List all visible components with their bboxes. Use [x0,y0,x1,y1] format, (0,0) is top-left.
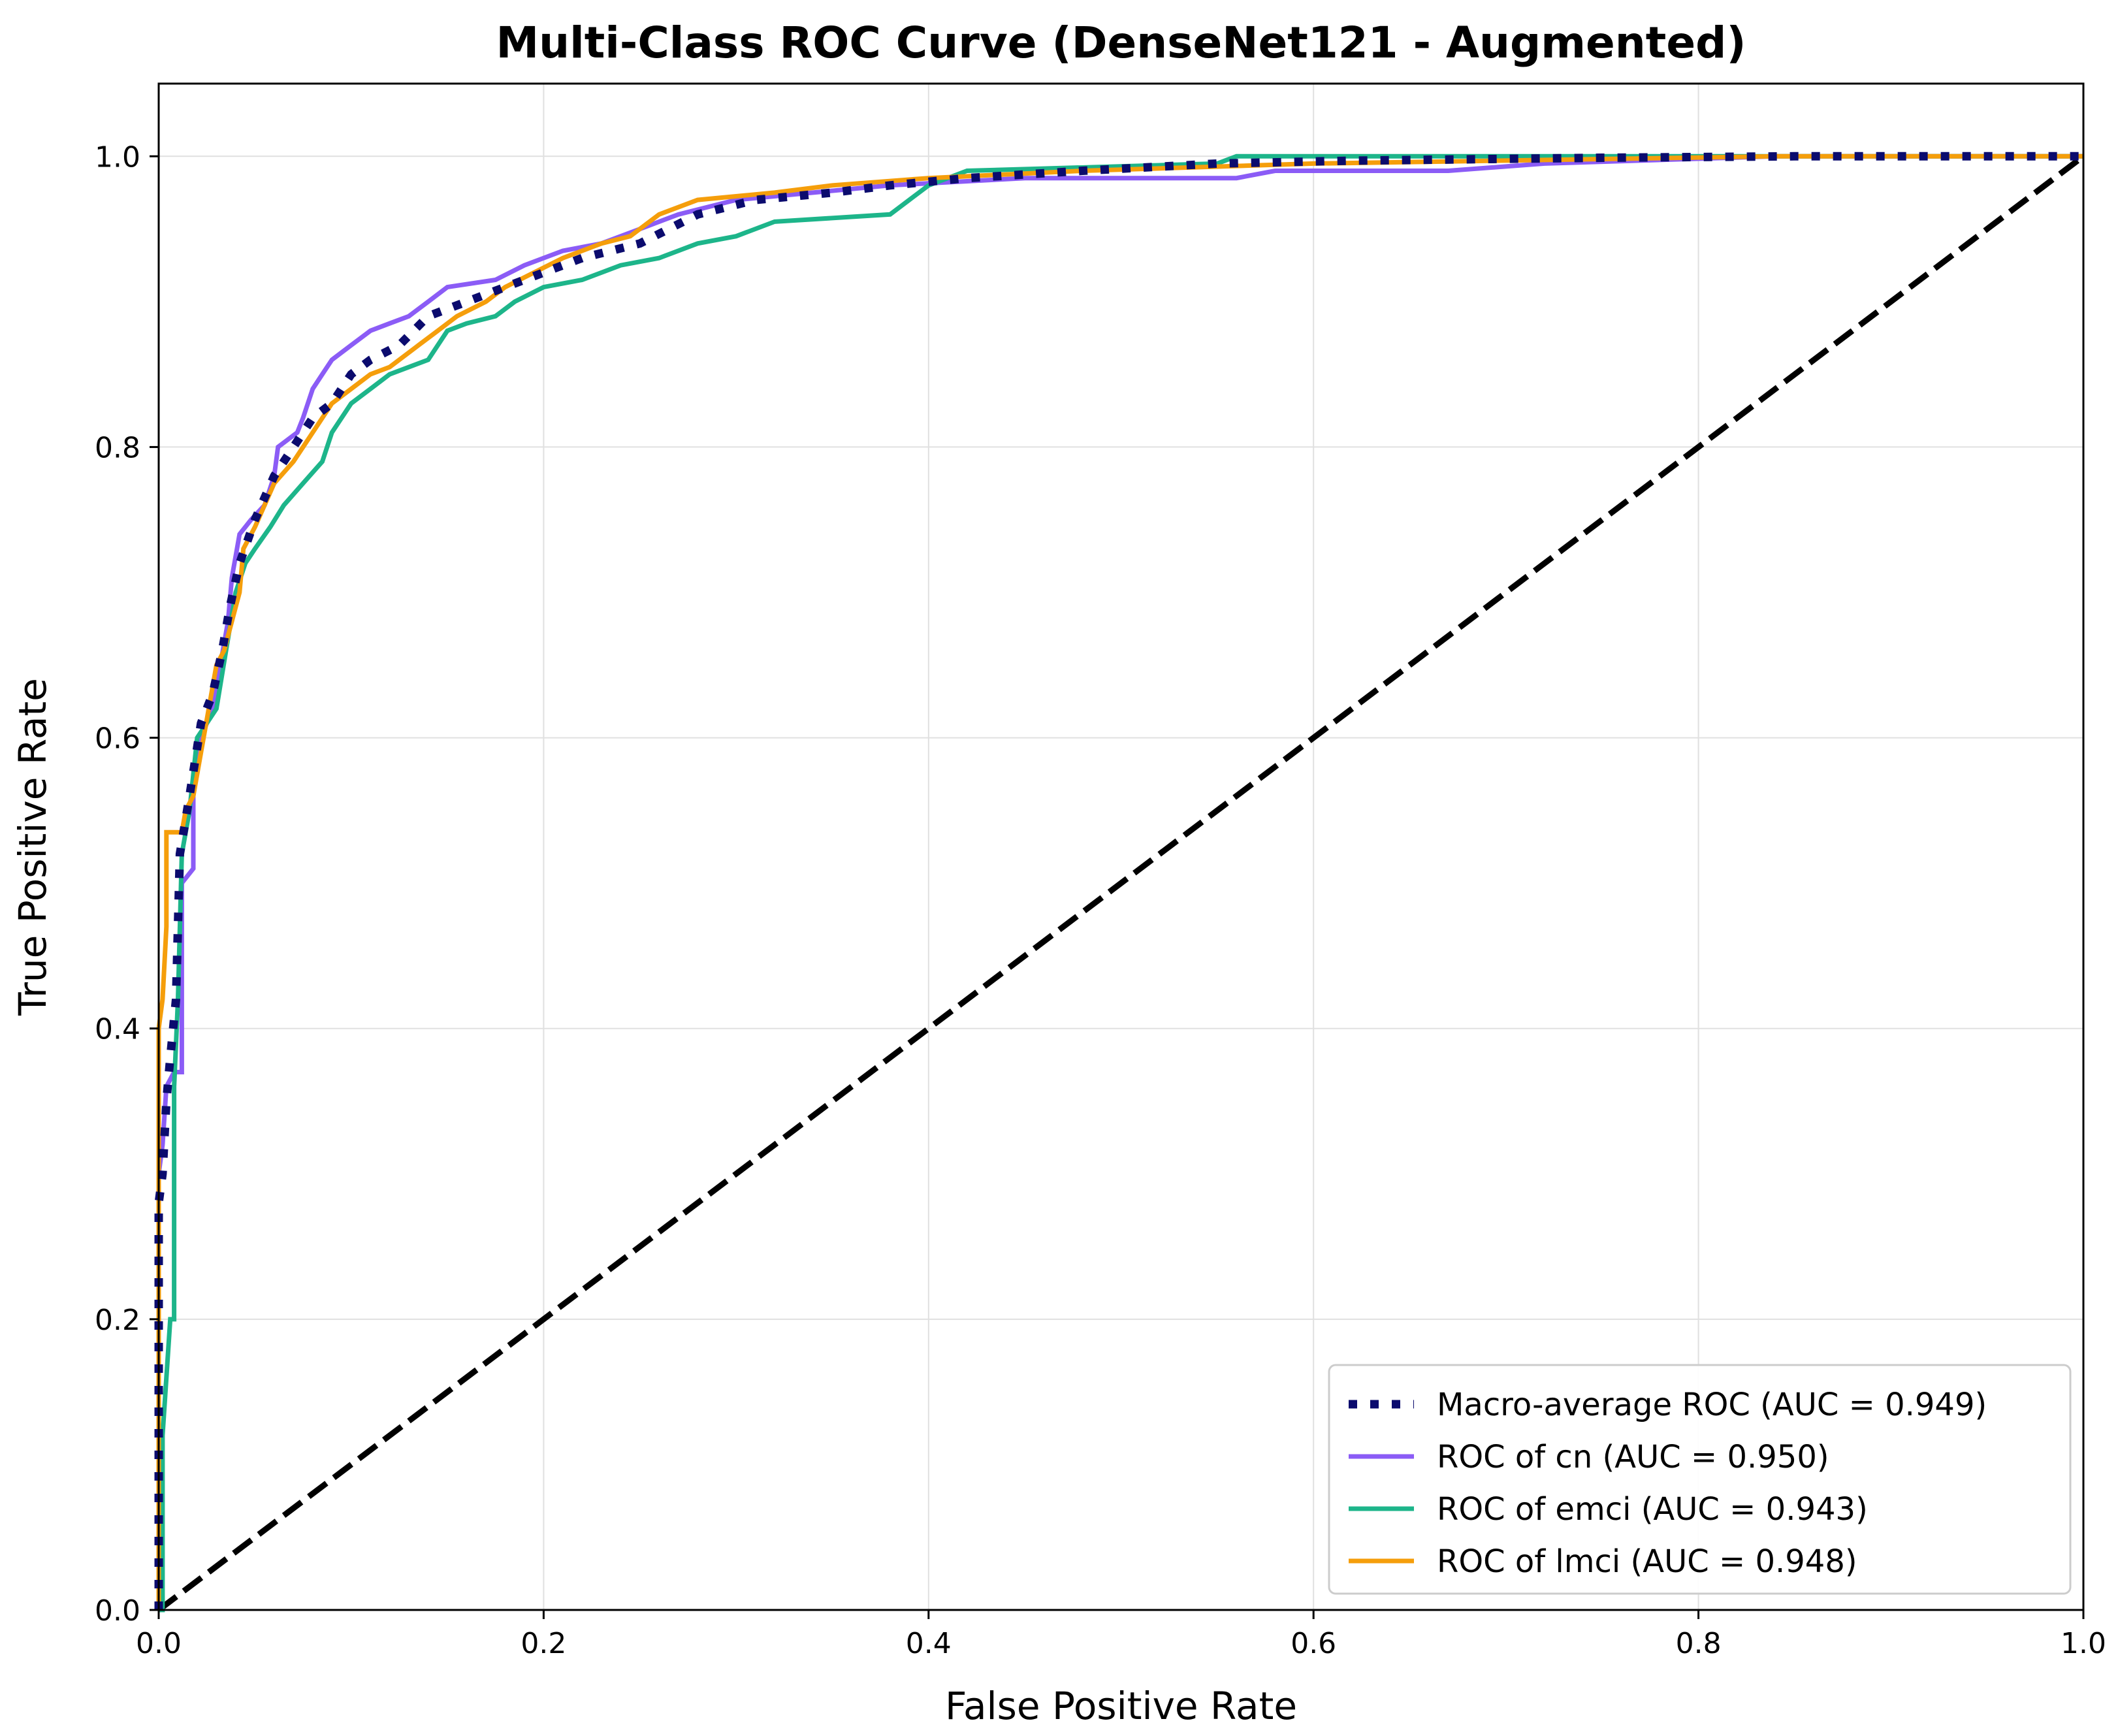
legend: Macro-average ROC (AUC = 0.949) ROC of cn… [1328,1364,2072,1595]
x-tick-label: 0.2 [521,1627,566,1660]
legend-label: Macro-average ROC (AUC = 0.949) [1437,1387,1987,1423]
legend-box [1328,1364,2072,1595]
y-tick-label: 1.0 [95,140,140,174]
x-tick-label: 0.4 [906,1627,952,1660]
x-tick-label: 0.8 [1676,1627,1722,1660]
y-tick-label: 0.2 [95,1304,140,1337]
legend-label: ROC of lmci (AUC = 0.948) [1437,1543,1857,1580]
x-tick-label: 0.0 [136,1627,182,1660]
y-axis-label: True Positive Rate [10,678,55,1016]
y-tick-label: 0.8 [95,431,140,464]
chart-title: Multi-Class ROC Curve (DenseNet121 - Aug… [496,18,1746,68]
y-tick-label: 0.6 [95,722,140,756]
y-tick-label: 0.4 [95,1013,140,1046]
series-layer [154,152,2085,1613]
x-tick-label: 1.0 [2061,1627,2106,1660]
y-tick-label: 0.0 [95,1594,140,1628]
axis-ticks: 0.0 0.2 0.4 0.6 0.8 1.0 0.0 0.2 0.4 0.6 0.8 1.0 [95,140,2106,1660]
grid-lines [158,84,2084,1611]
x-axis-label: False Positive Rate [945,1684,1297,1728]
series-line-0 [154,152,2083,1610]
x-tick-label: 0.6 [1291,1627,1336,1660]
legend-label: ROC of cn (AUC = 0.950) [1437,1439,1829,1475]
plot-frame [157,82,2085,1611]
chance-diagonal-line [157,153,2085,1613]
legend-label: ROC of emci (AUC = 0.943) [1437,1491,1868,1528]
series-line-2 [159,153,2083,1613]
